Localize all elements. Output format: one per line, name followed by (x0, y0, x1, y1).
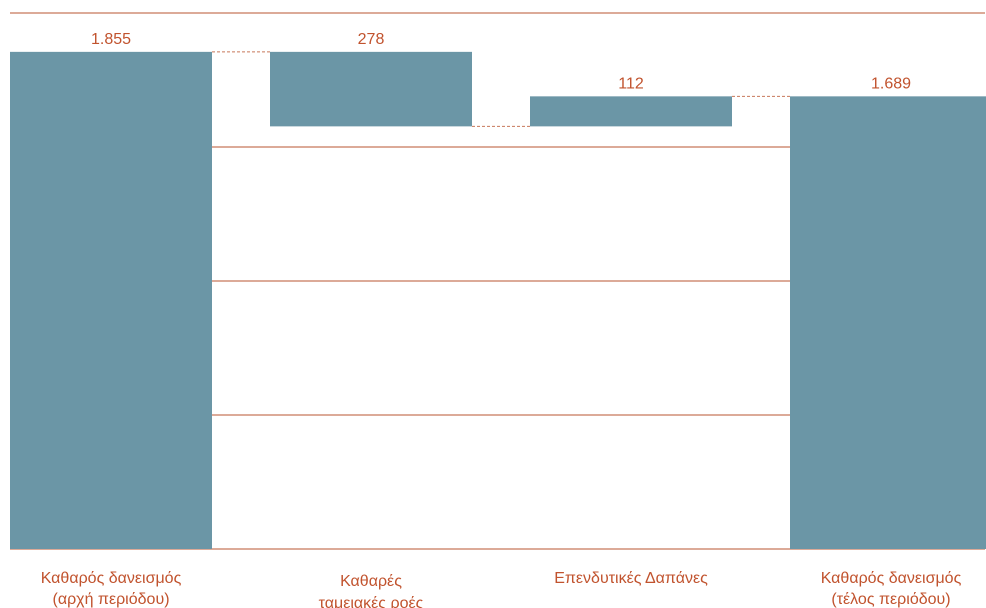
category-label-0-0: Καθαρός δανεισμός (41, 570, 182, 587)
category-label-1-0: Καθαρές (340, 573, 402, 590)
category-labels: Καθαρός δανεισμός (αρχή περιόδου) Καθαρές τ… (41, 570, 962, 608)
bar-3 (790, 96, 986, 550)
value-label-2: 112 (618, 75, 644, 92)
bars (10, 51, 986, 550)
category-label-1-1: ταμειακές ροές (319, 595, 424, 608)
category-label-2-0: Επενδυτικές Δαπάνες (554, 570, 708, 587)
bar-0 (10, 51, 212, 550)
category-label-3-0: Καθαρός δανεισμός (821, 570, 962, 587)
value-label-3: 1.689 (871, 75, 911, 92)
category-label-3-1: (τέλος περιόδου) (831, 591, 950, 608)
category-label-0-1: (αρχή περιόδου) (52, 591, 169, 608)
value-label-0: 1.855 (91, 31, 131, 48)
value-label-1: 278 (358, 31, 385, 48)
value-labels: 1.855 278 112 1.689 (91, 31, 911, 92)
bar-1 (270, 51, 472, 127)
bar-2 (530, 96, 732, 127)
